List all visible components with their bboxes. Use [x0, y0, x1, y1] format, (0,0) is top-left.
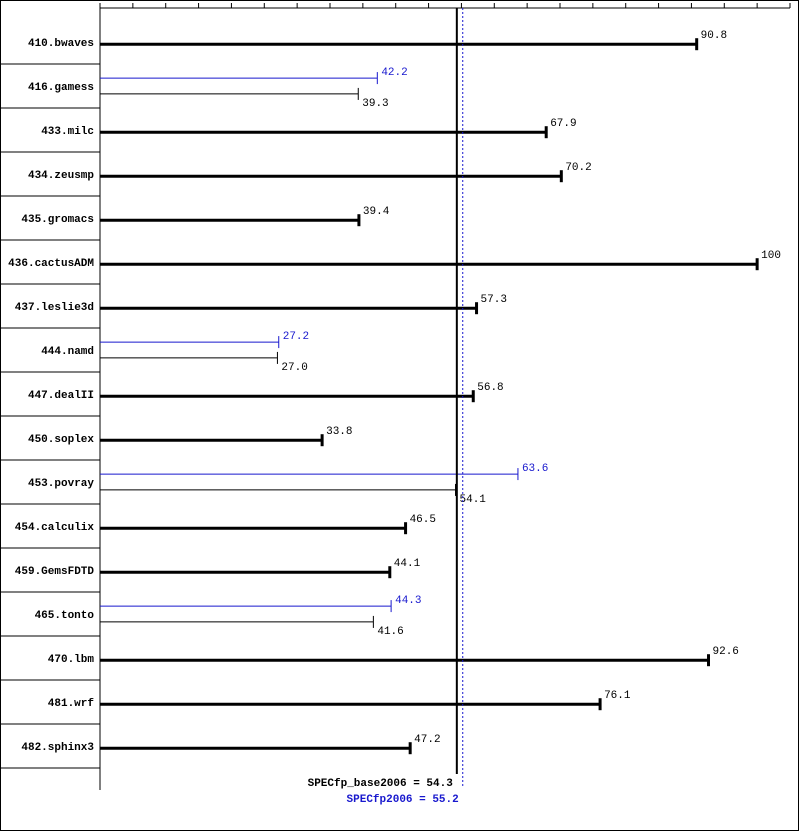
- benchmark-label: 437.leslie3d: [15, 302, 94, 314]
- base-value-label: 92.6: [713, 646, 739, 658]
- peak-value-label: 27.2: [283, 331, 309, 343]
- x-axis-tick-label: 85.0: [647, 0, 671, 5]
- x-axis-tick-label: 35.0: [318, 0, 342, 5]
- peak-value-label: 44.3: [395, 595, 421, 607]
- base-value-label: 90.8: [701, 30, 727, 42]
- spec-chart: 0 5.00 10.0 15.0 20.0 25.0 30.0 35.0 40.0 45.0 50.…: [0, 0, 799, 831]
- x-axis-tick-label: 80.0: [614, 0, 638, 5]
- benchmark-label: 416.gamess: [28, 82, 94, 94]
- base-value-label: 76.1: [604, 690, 631, 702]
- x-axis-tick-label: 0: [97, 0, 103, 5]
- benchmark-label: 459.GemsFDTD: [15, 566, 95, 578]
- x-axis-tick-label: 55.0: [449, 0, 473, 5]
- x-axis-tick-label: 40.0: [351, 0, 375, 5]
- x-axis-tick-label: 90.0: [679, 0, 703, 5]
- benchmark-label: 434.zeusmp: [28, 170, 94, 182]
- benchmark-label: 436.cactusADM: [8, 258, 94, 270]
- benchmark-label: 447.dealII: [28, 390, 94, 402]
- benchmark-label: 465.tonto: [35, 610, 95, 622]
- base-value-label: 27.0: [281, 362, 307, 374]
- x-axis-tick-label: 15.0: [187, 0, 211, 5]
- benchmark-label: 481.wrf: [48, 698, 95, 710]
- base-value-label: 39.4: [363, 206, 390, 218]
- chart-border: [1, 1, 799, 831]
- ref-label-base: SPECfp_base2006 = 54.3: [308, 778, 454, 790]
- peak-value-label: 42.2: [381, 67, 407, 79]
- benchmark-label: 453.povray: [28, 478, 94, 490]
- base-value-label: 56.8: [477, 382, 503, 394]
- x-axis-tick-label: 50.0: [417, 0, 441, 5]
- benchmark-label: 433.milc: [41, 126, 94, 138]
- benchmark-label: 482.sphinx3: [21, 742, 94, 754]
- base-value-label: 46.5: [410, 514, 436, 526]
- base-value-label: 47.2: [414, 734, 440, 746]
- x-axis-tick-label: 65.0: [515, 0, 539, 5]
- base-value-label: 41.6: [377, 626, 403, 638]
- x-axis-tick-label: 95.0: [712, 0, 736, 5]
- x-axis-tick-label: 30.0: [285, 0, 309, 5]
- x-axis-tick-label: 45.0: [384, 0, 408, 5]
- x-axis-tick-label: 10.0: [154, 0, 178, 5]
- base-value-label: 100: [761, 250, 781, 262]
- x-axis-tick-label: 20.0: [219, 0, 243, 5]
- benchmark-label: 410.bwaves: [28, 38, 94, 50]
- benchmark-label: 450.soplex: [28, 434, 94, 446]
- x-axis-tick-label: 75.0: [581, 0, 605, 5]
- benchmark-label: 444.namd: [41, 346, 94, 358]
- x-axis-tick-label: 105: [781, 0, 799, 5]
- benchmark-label: 454.calculix: [15, 522, 95, 534]
- x-axis-tick-label: 60.0: [482, 0, 506, 5]
- base-value-label: 57.3: [481, 294, 507, 306]
- base-value-label: 67.9: [550, 118, 576, 130]
- x-axis-tick-label: 5.00: [121, 0, 145, 5]
- base-value-label: 70.2: [565, 162, 591, 174]
- benchmark-label: 435.gromacs: [21, 214, 94, 226]
- base-value-label: 44.1: [394, 558, 421, 570]
- x-axis-tick-label: 70.0: [548, 0, 572, 5]
- ref-label-peak: SPECfp2006 = 55.2: [347, 794, 459, 806]
- benchmark-label: 470.lbm: [48, 654, 95, 666]
- base-value-label: 39.3: [362, 98, 388, 110]
- peak-value-label: 63.6: [522, 463, 548, 475]
- base-value-label: 54.1: [460, 494, 487, 506]
- base-value-label: 33.8: [326, 426, 352, 438]
- x-axis-tick-label: 25.0: [252, 0, 276, 5]
